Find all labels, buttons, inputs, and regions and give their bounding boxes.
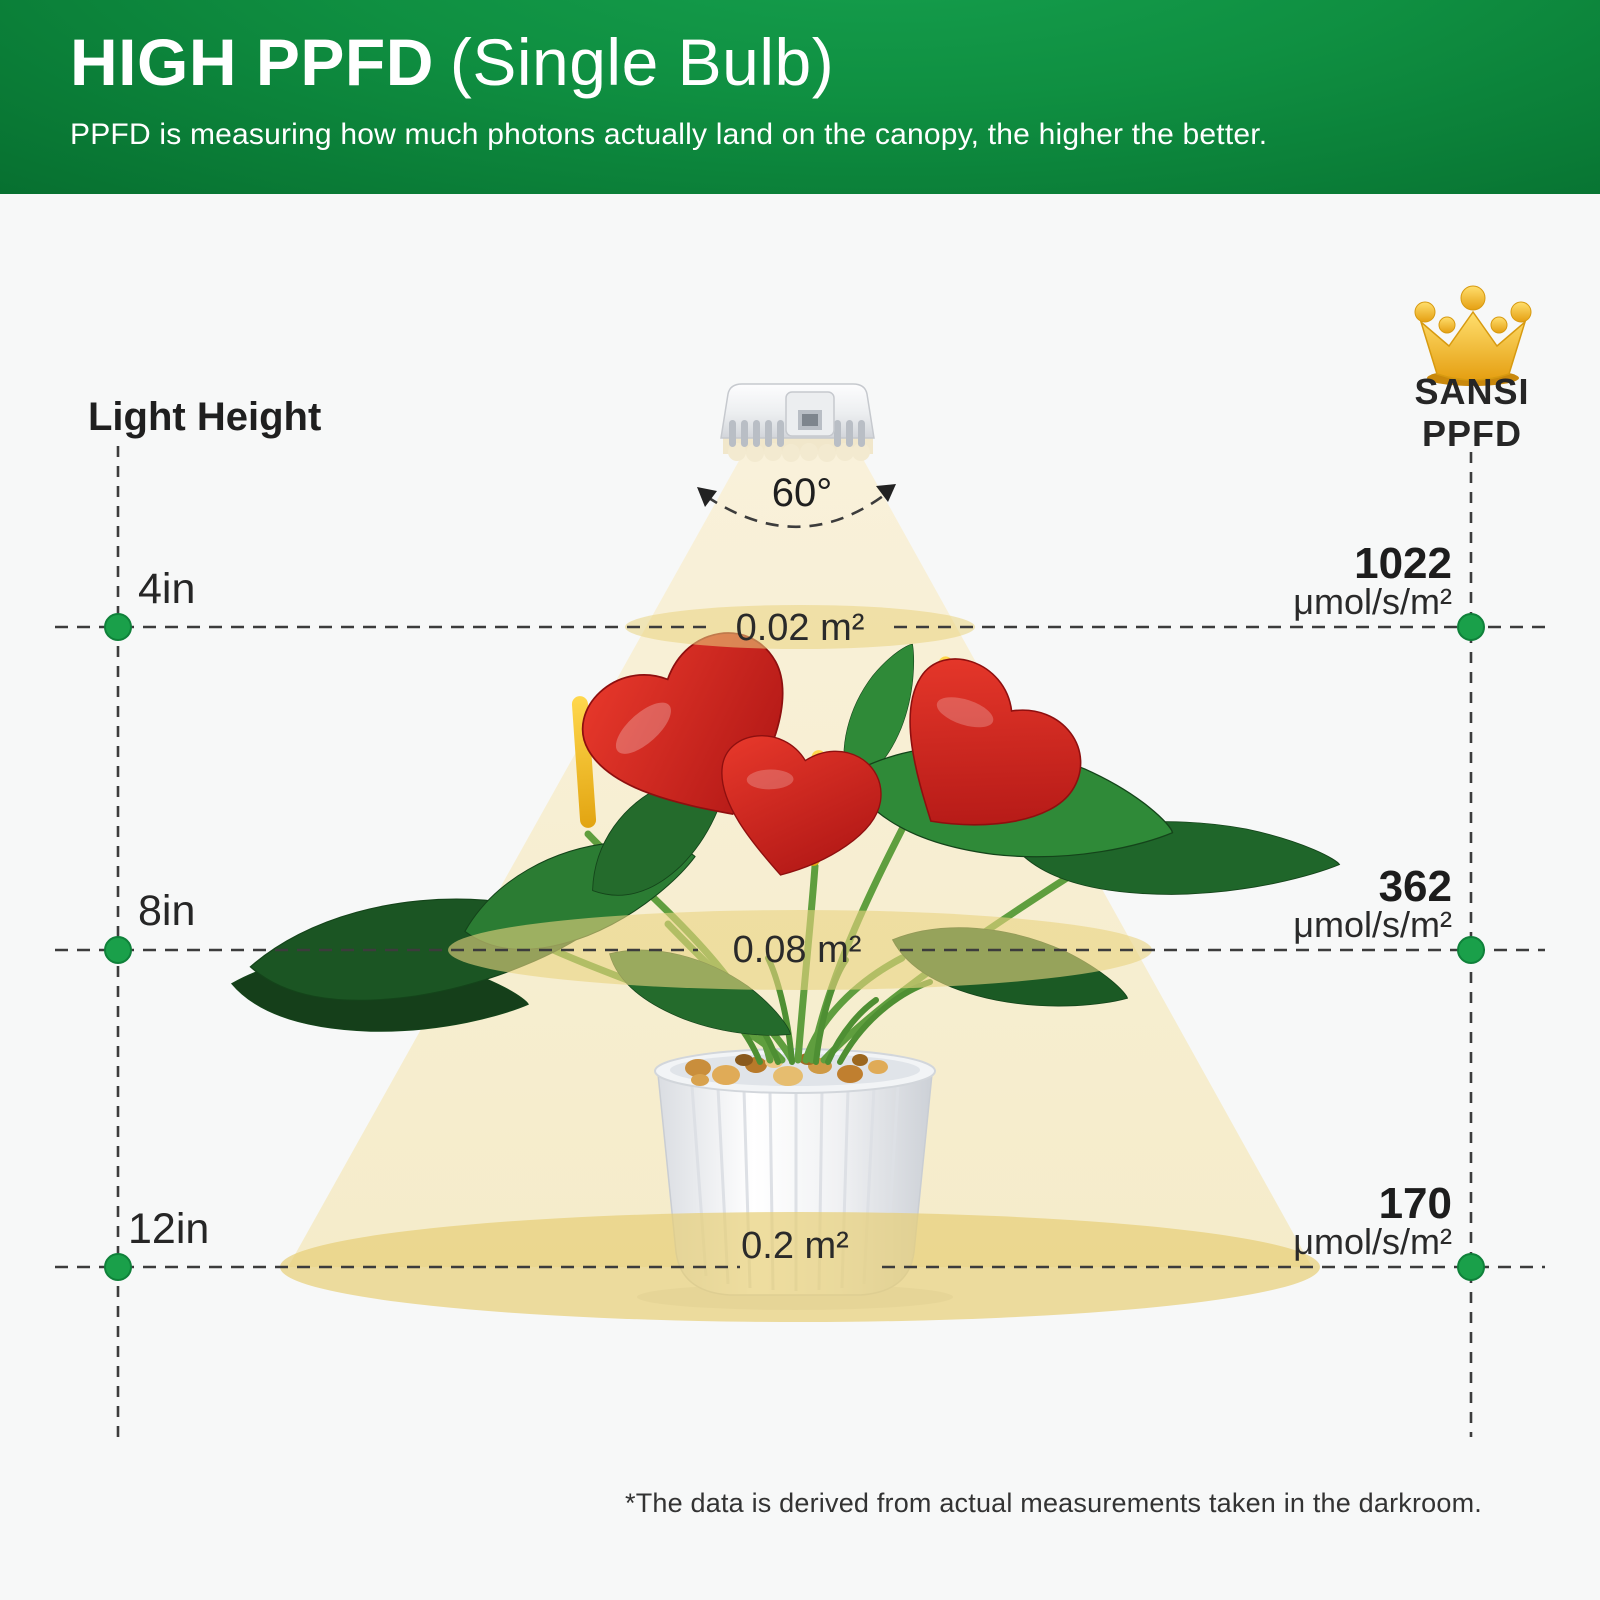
page-title: HIGH PPFD (Single Bulb) xyxy=(70,25,835,99)
page-subtitle: PPFD is measuring how much photons actua… xyxy=(70,118,1268,151)
coverage-ellipse-12in xyxy=(280,1212,1320,1322)
height-label-12in: 12in xyxy=(128,1205,209,1253)
height-label-4in: 4in xyxy=(138,565,195,613)
light-height-label: Light Height xyxy=(88,395,321,439)
marker-dot xyxy=(104,613,132,641)
grow-light-icon xyxy=(720,383,875,462)
brand-label-line1: SANSI xyxy=(1414,371,1529,412)
crown-icon xyxy=(1414,285,1532,386)
coverage-ellipse-4in xyxy=(625,605,975,649)
ppfd-unit-4in: μmol/s/m² xyxy=(1293,581,1452,622)
ppfd-value-8in: 362 xyxy=(1379,862,1452,911)
ppfd-unit-12in: μmol/s/m² xyxy=(1293,1221,1452,1262)
area-label-12in: 0.2 m² xyxy=(741,1225,849,1267)
beam-angle-arc xyxy=(697,484,896,529)
brand-label-line2: PPFD xyxy=(1422,413,1522,454)
header-banner: HIGH PPFD (Single Bulb) PPFD is measuring… xyxy=(0,0,1600,194)
area-label-4in: 0.02 m² xyxy=(736,607,865,649)
marker-dot xyxy=(1457,1253,1485,1281)
page-title-main: HIGH PPFD xyxy=(70,25,434,99)
footnote: *The data is derived from actual measure… xyxy=(624,1488,1482,1518)
marker-dot xyxy=(1457,613,1485,641)
beam-angle-label: 60° xyxy=(772,471,833,515)
marker-dot xyxy=(104,936,132,964)
marker-dots xyxy=(104,613,1485,1281)
height-label-8in: 8in xyxy=(138,887,195,935)
area-label-8in: 0.08 m² xyxy=(733,929,862,971)
ppfd-unit-8in: μmol/s/m² xyxy=(1293,904,1452,945)
coverage-ellipse-8in xyxy=(448,910,1152,990)
marker-dot xyxy=(1457,936,1485,964)
page-title-sub: (Single Bulb) xyxy=(449,25,835,99)
ppfd-value-12in: 170 xyxy=(1379,1179,1452,1228)
diagram-stage: 60° SANSI PPFD Light Height 4in xyxy=(0,194,1600,1600)
ppfd-diagram: 60° SANSI PPFD Light Height 4in xyxy=(55,285,1545,1437)
marker-dot xyxy=(104,1253,132,1281)
ppfd-value-4in: 1022 xyxy=(1354,539,1452,588)
flower-spathes xyxy=(564,614,1102,895)
